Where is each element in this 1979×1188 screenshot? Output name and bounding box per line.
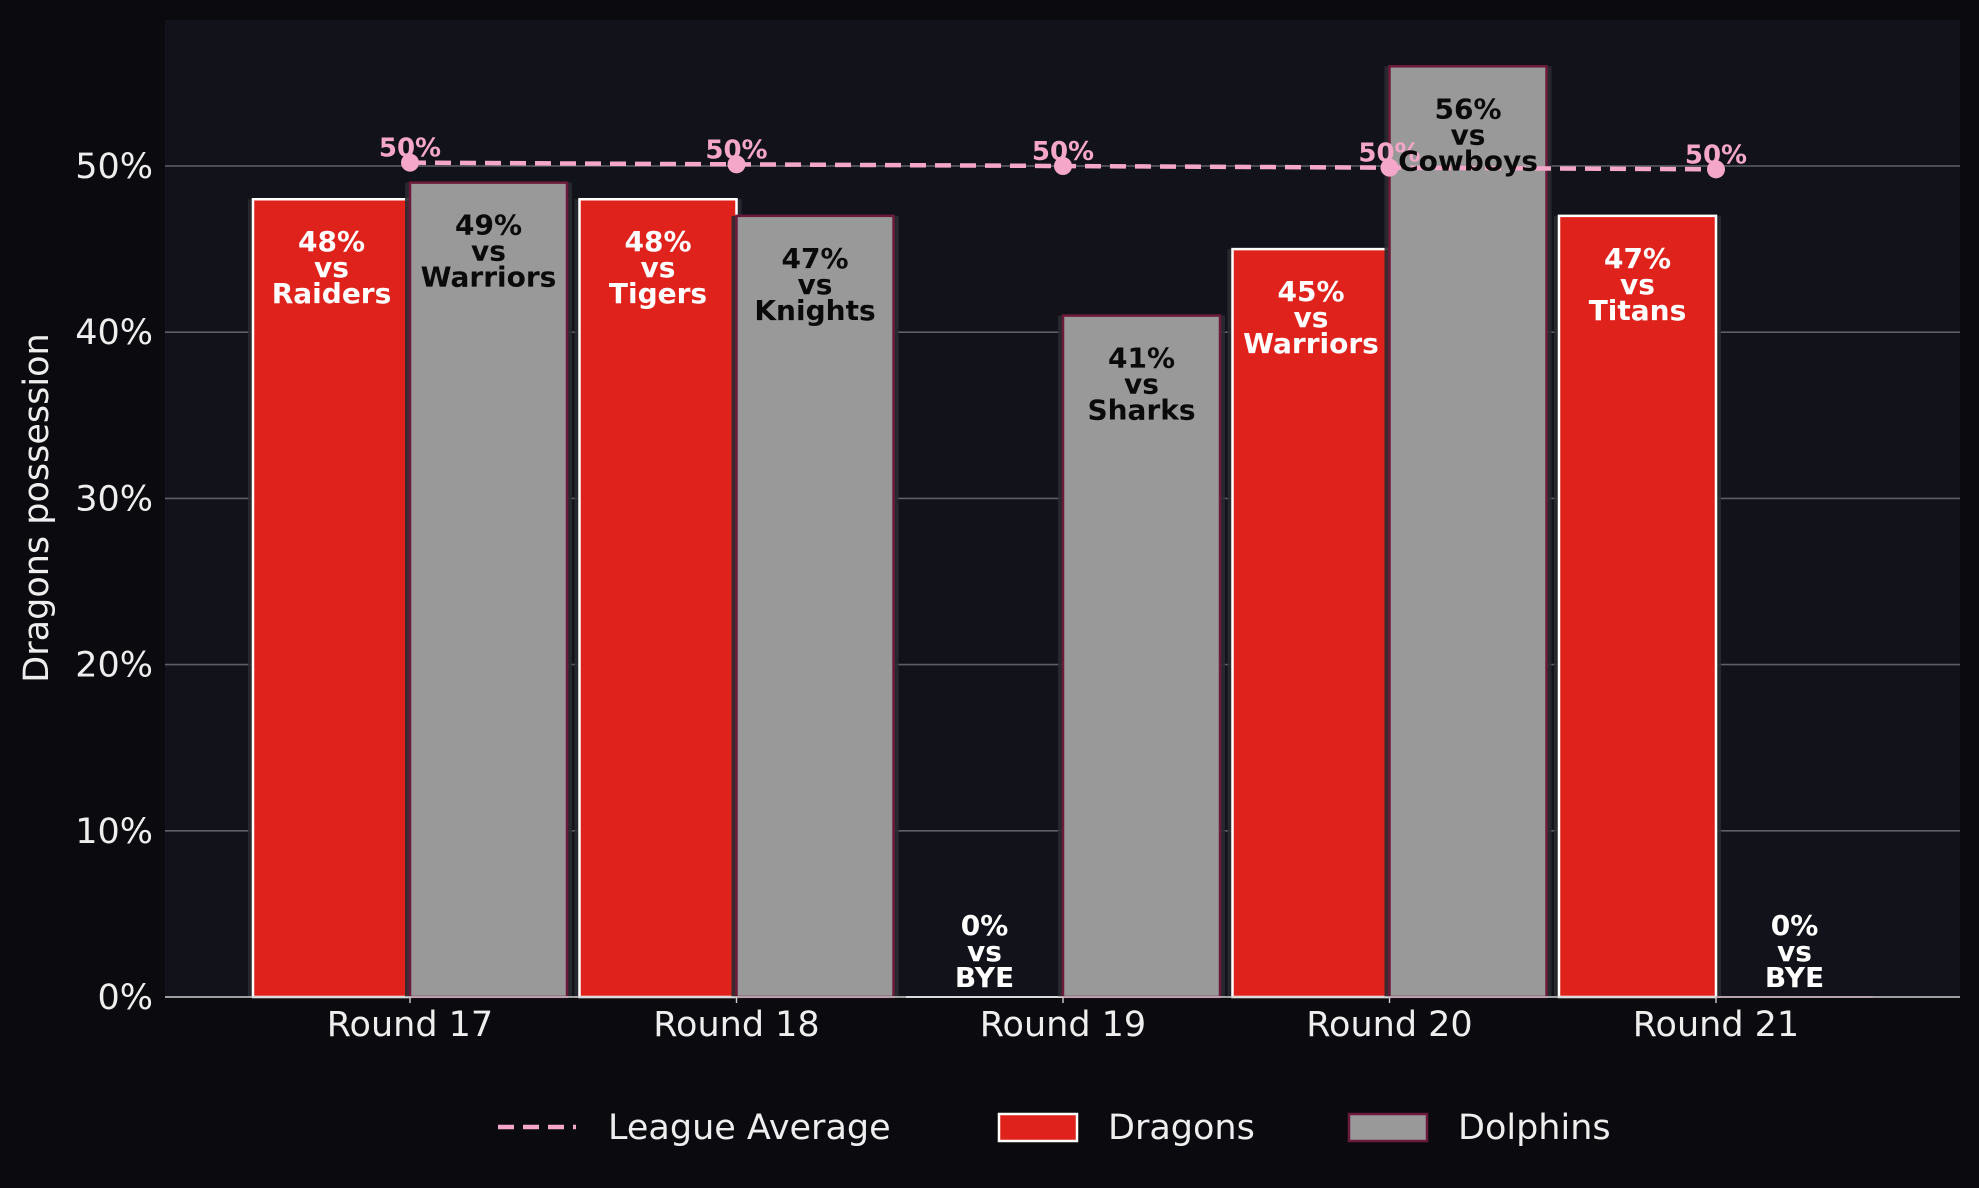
- dragons-bar: [251, 197, 412, 999]
- dolphins-bar: [1061, 314, 1222, 999]
- dolphins-bar-label: BYE: [1765, 961, 1824, 994]
- legend-dolphins-label: Dolphins: [1458, 1108, 1611, 1148]
- league-average-label: 50%: [1358, 139, 1420, 169]
- dolphins-bar-label: vs: [1777, 935, 1812, 968]
- league-average-line: 50% 50% 50% 50% 50%: [379, 134, 1747, 179]
- dolphins-bar-label: 0%: [1771, 909, 1819, 942]
- y-tick-label: 10%: [75, 812, 153, 852]
- y-tick-label: 0%: [97, 978, 153, 1018]
- bar-labels: 48%vsRaiders49%vsWarriors48%vsTigers47%v…: [272, 92, 1824, 994]
- league-average-label: 50%: [705, 135, 767, 165]
- x-tick-label: Round 21: [1633, 1005, 1799, 1045]
- dragons-bar-label: 0%: [961, 909, 1009, 942]
- league-average-label: 50%: [1685, 140, 1747, 170]
- dragons-bar-label: 47%: [1604, 242, 1671, 275]
- dragons-bar-label: Raiders: [272, 277, 392, 310]
- league-average-label: 50%: [1032, 137, 1094, 167]
- dragons-bar-label: vs: [314, 251, 349, 284]
- y-tick-label: 20%: [75, 646, 153, 686]
- dolphins-bar-label: 49%: [455, 209, 522, 242]
- y-tick-label: 30%: [75, 479, 153, 519]
- y-tick-label: 40%: [75, 313, 153, 353]
- dragons-bar-label: 48%: [298, 225, 365, 258]
- dolphins-bar-label: 56%: [1434, 92, 1501, 125]
- league-average-point: [401, 153, 419, 172]
- league-average-label: 50%: [379, 134, 441, 164]
- legend: League Average Dragons Dolphins: [498, 1108, 1611, 1148]
- legend-league-average-label: League Average: [608, 1108, 891, 1148]
- dragons-bar-label: BYE: [955, 961, 1014, 994]
- dragons-bar: [1231, 247, 1391, 999]
- x-tick-label: Round 19: [980, 1005, 1146, 1045]
- dolphins-bar-label: vs: [1124, 368, 1159, 401]
- dolphins-bar-label: 47%: [781, 242, 848, 275]
- dolphins-bar-label: Sharks: [1087, 394, 1195, 427]
- x-tick-label: Round 17: [327, 1005, 493, 1045]
- dragons-bar-label: vs: [641, 251, 676, 284]
- dolphins-bar-label: 41%: [1108, 342, 1175, 375]
- dragons-bar-label: Warriors: [1243, 327, 1379, 360]
- league-average-point: [1380, 158, 1399, 177]
- dolphins-bar: [735, 214, 895, 999]
- dolphins-bar-label: vs: [798, 268, 833, 301]
- dolphins-bar-label: Knights: [754, 294, 875, 327]
- dolphins-bar: [1388, 65, 1548, 999]
- dolphins-bar-label: Cowboys: [1398, 144, 1538, 177]
- dragons-bar-label: vs: [967, 935, 1002, 968]
- axes: 0% 10% 20% 30% 40% 50% Round 17 Round 18 Round 1…: [75, 147, 1960, 1045]
- dragons-bar: [1557, 214, 1718, 999]
- legend-dragons-swatch: [997, 1112, 1079, 1143]
- dragons-bar-label: 48%: [624, 225, 691, 258]
- y-tick-label: 50%: [75, 147, 153, 187]
- league-average-point: [727, 155, 746, 174]
- legend-dragons-label: Dragons: [1108, 1108, 1255, 1148]
- league-average-point: [1707, 160, 1725, 179]
- dragons-bar-label: Tigers: [609, 277, 707, 310]
- dolphins-bar: [408, 181, 569, 999]
- dragons-bar: [578, 197, 738, 999]
- legend-dolphins-swatch: [1347, 1112, 1429, 1143]
- y-axis-label: Dragons possession: [17, 333, 57, 682]
- league-average-point: [1054, 157, 1072, 175]
- dolphins-bar-label: vs: [471, 235, 506, 268]
- bars: [248, 65, 1873, 999]
- dragons-bar-label: Titans: [1589, 294, 1687, 327]
- dragons-bar-label: vs: [1620, 268, 1655, 301]
- x-tick-label: Round 20: [1306, 1005, 1472, 1045]
- dragons-bar-label: vs: [1294, 301, 1329, 334]
- dolphins-bar-label: Warriors: [421, 261, 557, 294]
- dolphins-bar-label: vs: [1451, 118, 1486, 151]
- x-tick-label: Round 18: [653, 1005, 819, 1045]
- dragons-bar-label: 45%: [1277, 275, 1344, 308]
